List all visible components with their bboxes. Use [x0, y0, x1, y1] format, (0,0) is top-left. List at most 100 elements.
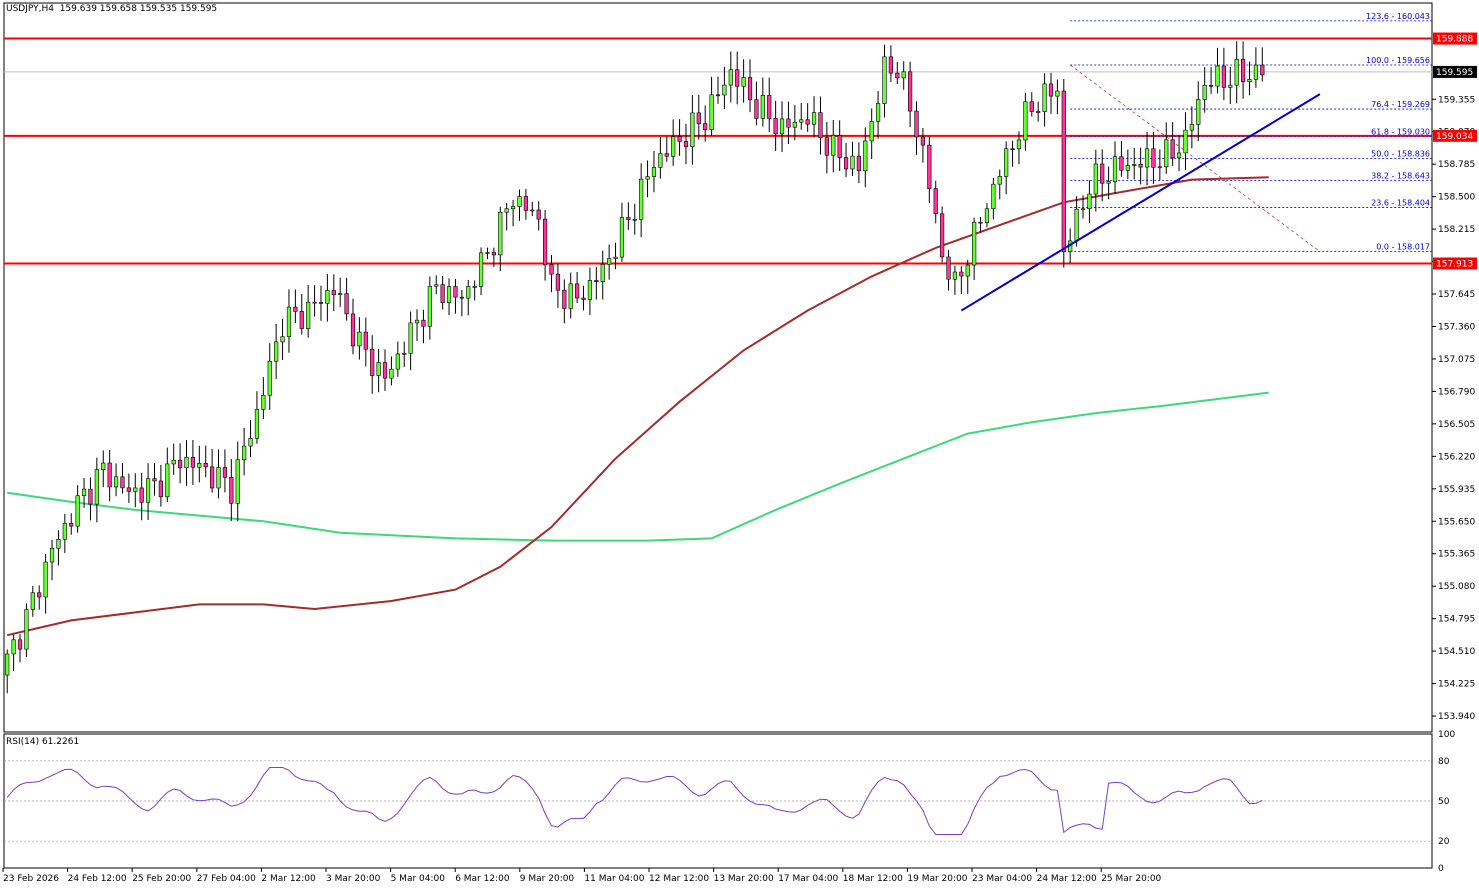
- candle-bull: [1042, 83, 1047, 112]
- candle-bear: [152, 478, 157, 482]
- fib-level-label: 100.0 - 159.656: [1366, 56, 1430, 65]
- price-tick-label: 153.940: [1438, 712, 1475, 722]
- time-tick-label: 13 Mar 20:00: [714, 874, 774, 884]
- candle-bull: [792, 121, 797, 128]
- candle-bear: [120, 476, 125, 489]
- candle-bull: [43, 561, 48, 598]
- candle-bull: [1196, 99, 1201, 125]
- candle-bull: [671, 136, 676, 157]
- time-tick-label: 19 Mar 20:00: [907, 874, 967, 884]
- candle-bull: [242, 445, 247, 461]
- candle-bull: [248, 438, 253, 447]
- candle-bull: [1106, 181, 1111, 184]
- candle-bull: [882, 56, 887, 104]
- fib-level-label: 0.0 - 158.017: [1376, 243, 1430, 252]
- candle-bear: [177, 459, 183, 469]
- candle-bull: [498, 211, 503, 256]
- symbol-header: USDJPY,H4 159.639 159.658 159.535 159.59…: [6, 4, 218, 14]
- fib-level-label: 38.2 - 158.643: [1371, 171, 1430, 180]
- candle-bear: [895, 72, 900, 79]
- candle-bear: [299, 311, 304, 329]
- candle-bull: [254, 409, 260, 439]
- candle-bull: [485, 252, 490, 254]
- fib-level-label: 76.4 - 159.269: [1371, 100, 1430, 109]
- candle-bull: [1016, 139, 1022, 150]
- candle-bull: [62, 523, 67, 540]
- price-tick-label: 157.360: [1438, 322, 1475, 332]
- candle-bull: [414, 319, 420, 324]
- candle-bull: [267, 360, 272, 396]
- candle-bear: [1208, 85, 1214, 87]
- candle-bull: [600, 264, 605, 282]
- candle-bull: [690, 112, 695, 147]
- fib-level-label: 61.8 - 159.030: [1371, 127, 1430, 136]
- candle-bear: [523, 196, 528, 211]
- candle-bull: [1074, 208, 1079, 242]
- candle-bear: [421, 319, 426, 327]
- current-price-tag: [1433, 65, 1477, 78]
- time-tick-label: 5 Mar 04:00: [391, 874, 446, 884]
- candle-bull: [5, 653, 10, 676]
- candle-bear: [696, 112, 701, 124]
- candle-bull: [165, 463, 170, 498]
- candle-bull: [184, 456, 189, 469]
- candle-bear: [677, 136, 682, 142]
- price-tick-label: 157.645: [1438, 290, 1475, 300]
- time-tick-label: 23 Mar 04:00: [972, 874, 1032, 884]
- candle-bull: [306, 301, 311, 329]
- candle-bear: [1151, 148, 1156, 168]
- rsi-line: [6, 767, 1263, 835]
- candle-bull: [901, 71, 906, 79]
- candle-bull: [741, 77, 746, 87]
- fib-level-label: 123.6 - 160.043: [1366, 12, 1430, 21]
- candle-bull: [1093, 163, 1098, 195]
- candle-bull: [133, 487, 138, 492]
- candle-bear: [370, 348, 375, 376]
- candle-bull: [587, 280, 593, 300]
- candle-bear: [190, 456, 196, 468]
- candle-bull: [171, 459, 176, 465]
- candle-bull: [472, 286, 477, 288]
- candle-bull: [1087, 193, 1092, 210]
- candle-bear: [17, 639, 23, 650]
- support-trendline: [960, 93, 1321, 312]
- candle-bear: [453, 286, 458, 298]
- price-tick-label: 155.080: [1438, 582, 1475, 592]
- candle-bear: [350, 313, 356, 347]
- candle-bear: [818, 112, 823, 139]
- time-tick-label: 12 Mar 12:00: [649, 874, 709, 884]
- candle-bull: [1189, 124, 1194, 131]
- candle-bear: [856, 155, 861, 172]
- candle-bear: [158, 480, 163, 498]
- candle-bull: [869, 121, 874, 142]
- price-tick-label: 158.785: [1438, 160, 1475, 170]
- candle-bull: [875, 103, 881, 122]
- price-tick-label: 158.215: [1438, 225, 1475, 235]
- time-tick-label: 18 Mar 12:00: [843, 874, 903, 884]
- candle-bull: [709, 94, 714, 131]
- price-tick-label: 154.510: [1438, 647, 1475, 657]
- rsi-tick-label: 0: [1438, 864, 1444, 874]
- candle-bear: [927, 144, 932, 189]
- candle-bear: [1138, 163, 1143, 168]
- candle-bear: [1048, 83, 1054, 97]
- candle-bear: [747, 77, 753, 101]
- candle-bull: [863, 140, 868, 172]
- candle-bear: [555, 273, 561, 291]
- time-tick-label: 27 Feb 04:00: [197, 874, 256, 884]
- candle-bear: [959, 271, 964, 277]
- candle-bear: [293, 306, 298, 312]
- candle-bear: [888, 56, 893, 74]
- candle-bear: [786, 118, 791, 128]
- candle-bear: [703, 123, 708, 131]
- candle-bull: [651, 167, 657, 177]
- candle-bear: [767, 95, 772, 119]
- candle-bull: [466, 286, 471, 299]
- candle-bear: [344, 293, 349, 315]
- horizontal-level-tag: [1433, 257, 1477, 270]
- candle-bear: [536, 209, 541, 220]
- candle-bear: [210, 466, 215, 489]
- candle-bull: [235, 459, 240, 504]
- candle-bull: [984, 208, 990, 223]
- candle-bear: [978, 221, 983, 224]
